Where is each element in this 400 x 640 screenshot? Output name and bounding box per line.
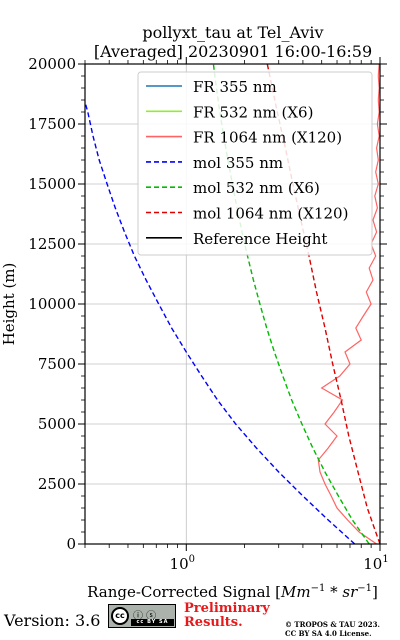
- cc-license-badge: cc ⓘ ⓢ cc BY SA: [108, 604, 176, 628]
- version-label: Version: 3.6: [4, 611, 101, 630]
- copyright-line2: CC BY SA 4.0 License.: [285, 629, 372, 638]
- y-tick-label-2: 5000: [38, 415, 76, 433]
- legend-label-2: FR 1064 nm (X120): [193, 129, 342, 147]
- copyright-notice: © TROPOS & TAU 2023. CC BY SA 4.0 Licens…: [285, 620, 380, 638]
- chart-plot: 100 101 0 2500 5000 7500 10000 12500 15000 17500 2…: [0, 55, 389, 600]
- series-line-2: [317, 64, 380, 544]
- preliminary-line1: Preliminary: [184, 601, 270, 616]
- chart-title-line1: pollyxt_tau at Tel_Aviv: [142, 23, 324, 42]
- y-tick-label-4: 10000: [28, 295, 76, 313]
- y-tick-label-5: 12500: [28, 235, 76, 253]
- legend-label-4: mol 532 nm (X6): [193, 179, 320, 197]
- y-tick-label-3: 7500: [38, 355, 76, 373]
- legend-label-6: Reference Height: [193, 230, 327, 248]
- x-tick-label-1: 101: [363, 554, 388, 573]
- x-axis-label: Range-Corrected Signal [Mm−1 * sr−1]: [87, 583, 378, 600]
- legend-label-3: mol 355 nm: [193, 154, 283, 172]
- x-tick-label-0: 100: [170, 554, 195, 573]
- preliminary-notice: Preliminary Results.: [184, 602, 270, 630]
- legend-label-0: FR 355 nm: [193, 78, 277, 96]
- cc-icon: cc: [111, 607, 129, 625]
- y-tick-label-0: 0: [66, 535, 76, 553]
- chart-title-line2: [Averaged] 20230901 16:00-16:59: [93, 42, 373, 61]
- y-tick-label-1: 2500: [38, 475, 76, 493]
- legend-box: [137, 71, 373, 256]
- copyright-line1: © TROPOS & TAU 2023.: [285, 620, 380, 629]
- license-badge-text: cc BY SA: [131, 619, 174, 626]
- y-tick-label-7: 17500: [28, 115, 76, 133]
- series-line-3: [85, 99, 356, 544]
- legend-label-5: mol 1064 nm (X120): [193, 205, 348, 223]
- by-sa-icon: ⓘ ⓢ: [133, 611, 157, 622]
- y-axis-label: Height (m): [0, 263, 18, 346]
- y-tick-label-8: 20000: [28, 55, 76, 73]
- legend-label-1: FR 532 nm (X6): [193, 103, 313, 121]
- preliminary-line2: Results.: [184, 615, 243, 630]
- y-tick-label-6: 15000: [28, 175, 76, 193]
